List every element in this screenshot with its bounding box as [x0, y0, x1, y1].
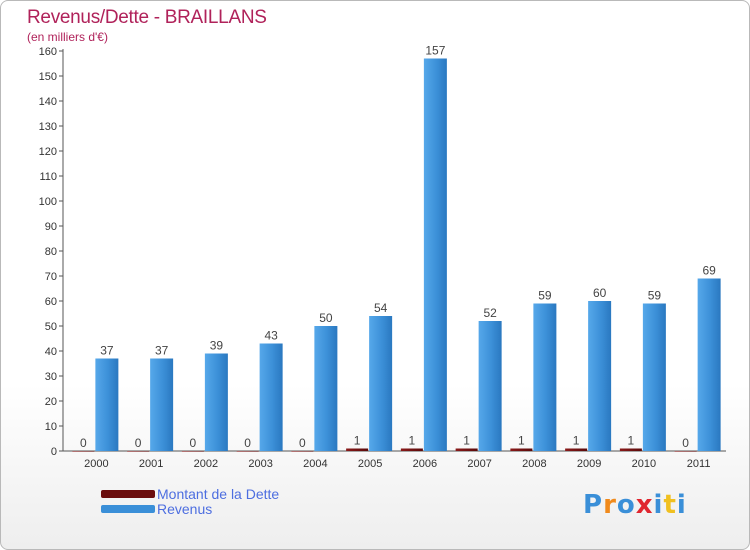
- bar-dette: [455, 448, 478, 451]
- proxiti-logo: Proxiti: [583, 490, 687, 520]
- logo-letter: i: [676, 490, 687, 520]
- value-label-revenus: 43: [264, 329, 278, 343]
- y-tick-label: 90: [45, 221, 57, 233]
- logo-letter: i: [653, 490, 664, 520]
- value-label-revenus: 157: [425, 44, 445, 58]
- value-label-revenus: 37: [155, 344, 169, 358]
- x-tick-label: 2011: [687, 458, 711, 470]
- value-label-dette: 1: [518, 434, 525, 448]
- y-tick-label: 150: [39, 71, 57, 83]
- bar-dette: [127, 451, 150, 452]
- bar-dette: [181, 451, 204, 452]
- value-label-dette: 1: [573, 434, 580, 448]
- bar-revenus: [204, 353, 228, 451]
- chart-subtitle: (en milliers d'€): [27, 30, 108, 44]
- bar-dette: [619, 448, 642, 451]
- value-label-dette: 0: [299, 436, 306, 450]
- x-tick-label: 2007: [467, 458, 491, 470]
- value-label-revenus: 39: [210, 339, 224, 353]
- logo-letter: P: [583, 490, 604, 520]
- y-tick-label: 20: [45, 396, 57, 408]
- y-tick-label: 120: [39, 146, 57, 158]
- bar-dette: [72, 451, 95, 452]
- legend-label-dette: Montant de la Dette: [157, 486, 280, 502]
- y-tick-label: 100: [39, 196, 57, 208]
- x-tick-label: 2004: [303, 458, 327, 470]
- bar-revenus: [642, 303, 666, 451]
- logo-letter: t: [663, 490, 677, 520]
- value-label-dette: 0: [682, 436, 689, 450]
- y-tick-label: 110: [39, 171, 57, 183]
- x-tick-label: 2001: [139, 458, 163, 470]
- value-label-dette: 1: [463, 434, 470, 448]
- y-tick-label: 60: [45, 296, 57, 308]
- value-label-dette: 1: [628, 434, 635, 448]
- bar-revenus: [588, 301, 612, 451]
- legend-swatch-revenus: [101, 505, 155, 513]
- logo-letter: r: [603, 490, 617, 520]
- value-label-revenus: 59: [648, 289, 662, 303]
- value-label-revenus: 37: [100, 344, 114, 358]
- bar-revenus: [369, 316, 393, 451]
- y-tick-label: 80: [45, 246, 57, 258]
- y-tick-label: 160: [39, 46, 57, 58]
- value-label-dette: 0: [244, 436, 251, 450]
- bar-dette: [674, 451, 697, 452]
- bar-revenus: [423, 58, 447, 451]
- bar-revenus: [259, 343, 283, 451]
- bar-revenus: [95, 358, 119, 451]
- y-tick-label: 130: [39, 121, 57, 133]
- x-axis: 2000 2001 2002 2003 2004 2005 2006 2007 2008 2009…: [63, 450, 726, 470]
- x-tick-label: 2002: [194, 458, 218, 470]
- logo-letter: o: [616, 490, 636, 520]
- y-tick-label: 0: [51, 446, 57, 458]
- legend-label-revenus: Revenus: [157, 501, 213, 517]
- y-tick-label: 40: [45, 346, 57, 358]
- bar-dette: [291, 451, 314, 452]
- bar-revenus: [150, 358, 174, 451]
- value-label-dette: 0: [190, 436, 197, 450]
- legend-swatch-dette: [101, 490, 155, 498]
- value-label-dette: 0: [80, 436, 87, 450]
- logo-letter: x: [635, 490, 654, 520]
- y-tick-label: 10: [45, 421, 57, 433]
- value-label-revenus: 50: [319, 311, 333, 325]
- bars: [72, 58, 721, 452]
- value-label-revenus: 54: [374, 301, 388, 315]
- bar-revenus: [314, 326, 338, 451]
- bar-dette: [565, 448, 588, 451]
- x-tick-label: 2010: [632, 458, 656, 470]
- bar-dette: [510, 448, 533, 451]
- x-tick-label: 2008: [522, 458, 546, 470]
- value-label-revenus: 60: [593, 286, 607, 300]
- x-tick-label: 2009: [577, 458, 601, 470]
- data-labels: 0 37 0 37 0 39 0 43 0 50 1 54 1 157 1 52 1 59 1 60 1 59 0 69: [80, 44, 716, 451]
- y-tick-label: 140: [39, 96, 57, 108]
- bar-dette: [400, 448, 423, 451]
- bar-revenus: [478, 321, 502, 451]
- y-tick-label: 70: [45, 271, 57, 283]
- value-label-revenus: 52: [483, 306, 497, 320]
- bar-revenus: [533, 303, 557, 451]
- value-label-revenus: 69: [702, 264, 716, 278]
- chart-title: Revenus/Dette - BRAILLANS: [27, 7, 267, 28]
- x-tick-label: 2006: [413, 458, 437, 470]
- value-label-revenus: 59: [538, 289, 552, 303]
- x-tick-label: 2000: [84, 458, 108, 470]
- y-tick-label: 50: [45, 321, 57, 333]
- bar-revenus: [697, 278, 721, 451]
- x-tick-label: 2003: [248, 458, 272, 470]
- value-label-dette: 1: [409, 434, 416, 448]
- y-tick-label: 30: [45, 371, 57, 383]
- bar-dette: [236, 451, 259, 452]
- y-axis: 0 10 20 30 40 50 60 70 80 90 100 110 120 130 140 150 160: [39, 46, 64, 458]
- bar-dette: [346, 448, 369, 451]
- x-tick-label: 2005: [358, 458, 382, 470]
- value-label-dette: 0: [135, 436, 142, 450]
- value-label-dette: 1: [354, 434, 361, 448]
